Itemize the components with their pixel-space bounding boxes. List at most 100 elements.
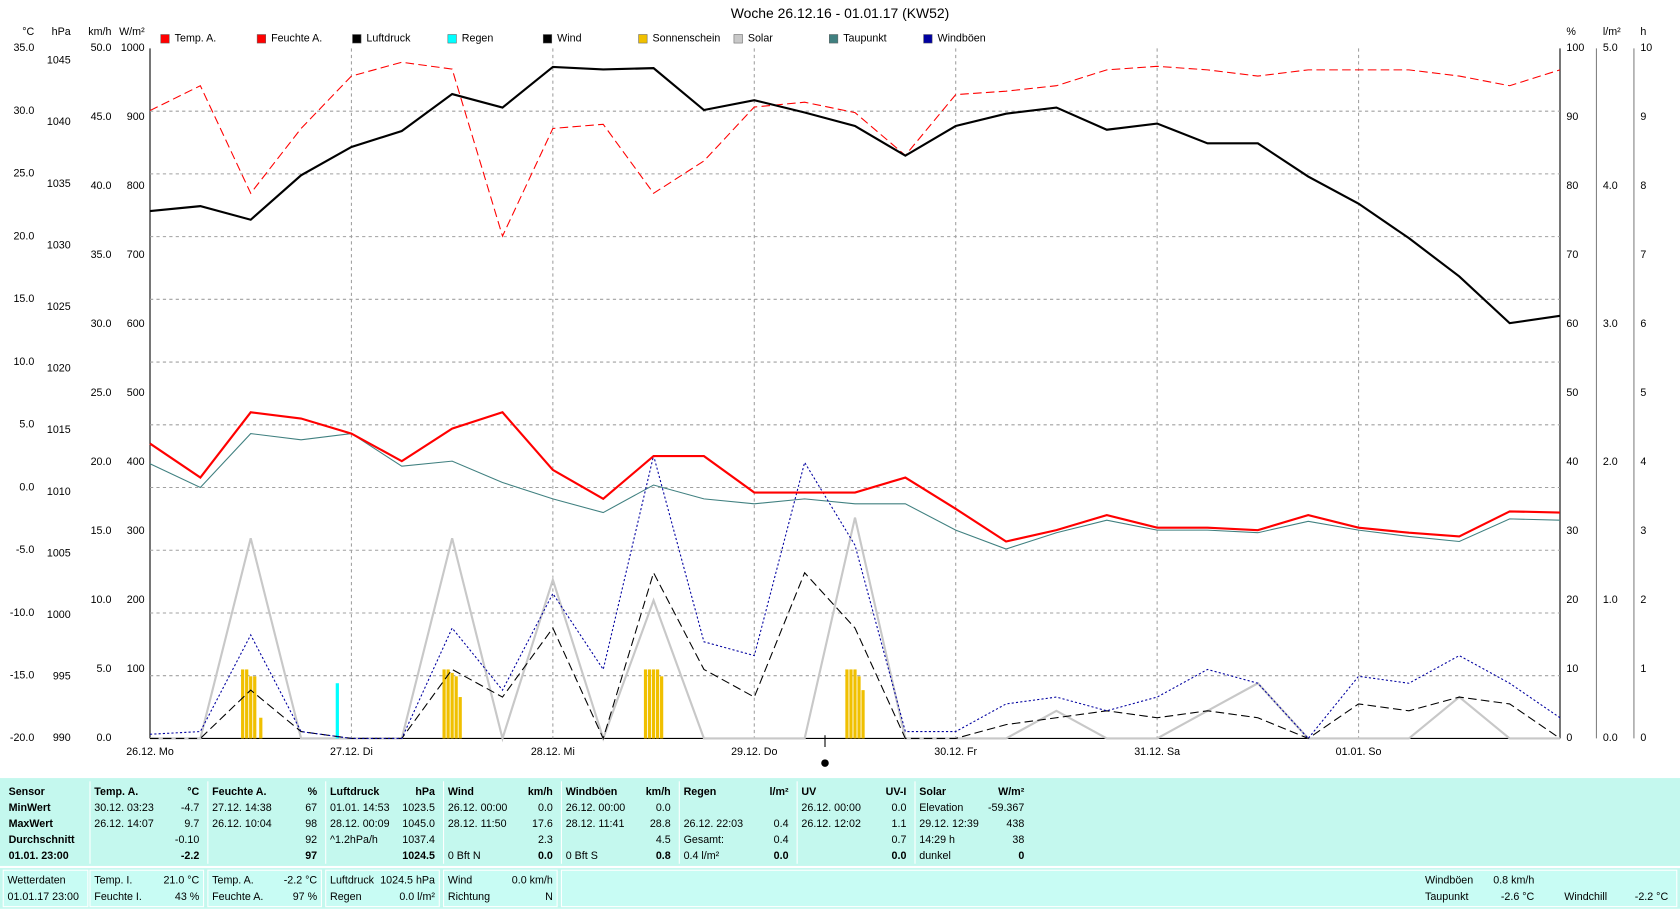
cell-label: 26.12. 00:00 bbox=[448, 802, 508, 814]
footer-label: Luftdruck bbox=[330, 875, 375, 887]
footer-value: -2.2 °C bbox=[284, 875, 318, 887]
legend-swatch bbox=[352, 34, 362, 44]
y-tick-label: 200 bbox=[127, 594, 145, 606]
y-tick-label: 20.0 bbox=[91, 456, 112, 468]
y-tick-label: 2.0 bbox=[1603, 456, 1618, 468]
cell-value: -0.10 bbox=[175, 834, 199, 846]
y-tick-label: -5.0 bbox=[16, 544, 34, 556]
y-tick-label: 1020 bbox=[47, 363, 71, 375]
y-tick-label: 80 bbox=[1566, 180, 1578, 192]
y-tick-label: 40 bbox=[1566, 456, 1578, 468]
y-tick-label: 10.0 bbox=[13, 356, 34, 368]
bar bbox=[442, 669, 446, 739]
cell-value: 1037.4 bbox=[402, 834, 435, 846]
column-title: Temp. A. bbox=[94, 786, 138, 798]
y-tick-label: 0.0 bbox=[19, 481, 34, 493]
y-tick-label: 15.0 bbox=[91, 525, 112, 537]
cell-label: Gesamt: bbox=[684, 834, 724, 846]
footer-value: 97 % bbox=[293, 891, 318, 903]
y-tick-label: 4.0 bbox=[1603, 180, 1618, 192]
cell-value: 1023.5 bbox=[402, 802, 435, 814]
y-tick-label: 25.0 bbox=[13, 168, 34, 180]
bar bbox=[259, 717, 263, 739]
cell-value: 17.6 bbox=[532, 818, 553, 830]
cell-label: 14:29 h bbox=[919, 834, 955, 846]
legend-swatch bbox=[638, 34, 648, 44]
column-title: Solar bbox=[919, 786, 946, 798]
y-tick-label: 1 bbox=[1640, 663, 1646, 675]
cell-value: 0.0 bbox=[538, 850, 553, 862]
y-tick-label: 9 bbox=[1640, 111, 1646, 123]
series-line bbox=[149, 65, 1561, 325]
cell-value: 1045.0 bbox=[402, 818, 435, 830]
y-tick-label: 1.0 bbox=[1603, 594, 1618, 606]
cell-label: Elevation bbox=[919, 802, 963, 814]
legend-swatch bbox=[733, 34, 743, 44]
y-tick-label: 4 bbox=[1640, 456, 1646, 468]
y-tick-label: 35.0 bbox=[91, 249, 112, 261]
y-tick-label: 800 bbox=[127, 180, 145, 192]
legend-swatch bbox=[542, 34, 553, 44]
legend-label: Solar bbox=[748, 33, 773, 45]
bar bbox=[241, 669, 245, 739]
axis-title: h bbox=[1640, 26, 1646, 38]
footer-station: Wetterdaten bbox=[8, 875, 66, 887]
bar bbox=[450, 672, 454, 739]
y-tick-label: 30.0 bbox=[13, 105, 34, 117]
cell-value: 438 bbox=[1006, 818, 1024, 830]
bar bbox=[643, 669, 648, 739]
y-tick-label: 30.0 bbox=[91, 318, 112, 330]
y-tick-label: 300 bbox=[127, 525, 145, 537]
row-label: Sensor bbox=[9, 786, 45, 798]
column-unit: hPa bbox=[415, 786, 436, 798]
cell-value: 0.0 bbox=[656, 802, 671, 814]
y-tick-label: 10 bbox=[1566, 663, 1578, 675]
x-tick-label: 27.12. Di bbox=[330, 746, 373, 758]
y-tick-label: 10.0 bbox=[91, 594, 112, 606]
y-tick-label: 35.0 bbox=[13, 42, 34, 54]
axis-title: W/m² bbox=[119, 26, 145, 38]
series-line bbox=[149, 411, 1561, 543]
axis-title: °C bbox=[22, 26, 34, 38]
cell-label: 0.4 l/m² bbox=[684, 850, 720, 862]
x-tick-label: 30.12. Fr bbox=[934, 746, 977, 758]
footer-station: 01.01.17 23:00 bbox=[8, 891, 79, 903]
cell-value: 9.7 bbox=[184, 818, 199, 830]
y-tick-label: 990 bbox=[53, 732, 71, 744]
chart-title: Woche 26.12.16 - 01.01.17 (KW52) bbox=[731, 5, 950, 21]
legend-label: Taupunkt bbox=[843, 33, 886, 45]
y-tick-label: 1015 bbox=[47, 424, 71, 436]
y-tick-label: 1000 bbox=[121, 42, 145, 54]
y-tick-label: 400 bbox=[127, 456, 145, 468]
y-tick-label: 1010 bbox=[47, 486, 71, 498]
bar bbox=[655, 669, 660, 739]
y-tick-label: 900 bbox=[127, 111, 145, 123]
cell-value: 0 bbox=[1018, 850, 1024, 862]
footer-cell bbox=[325, 869, 440, 908]
y-tick-label: 0.0 bbox=[97, 732, 112, 744]
column-title: Regen bbox=[684, 786, 717, 798]
cell-value: -4.7 bbox=[181, 802, 199, 814]
axis-title: % bbox=[1566, 26, 1576, 38]
row-label: MinWert bbox=[9, 802, 51, 814]
y-tick-label: 6 bbox=[1640, 318, 1646, 330]
column-unit: °C bbox=[187, 786, 199, 798]
cell-label: dunkel bbox=[919, 850, 951, 862]
cell-label: 28.12. 11:50 bbox=[448, 818, 507, 830]
cell-value: 67 bbox=[305, 802, 317, 814]
y-tick-label: 50 bbox=[1566, 387, 1578, 399]
bar bbox=[849, 669, 853, 739]
x-tick-label: 01.01. So bbox=[1336, 746, 1382, 758]
y-tick-label: -10.0 bbox=[10, 607, 34, 619]
footer-cell bbox=[207, 869, 322, 908]
column-title: Wind bbox=[448, 786, 474, 798]
footer-value: 1024.5 hPa bbox=[380, 875, 435, 887]
y-tick-label: 50.0 bbox=[91, 42, 112, 54]
y-tick-label: 20 bbox=[1566, 594, 1578, 606]
row-label: 01.01. 23:00 bbox=[9, 850, 69, 862]
legend-label: Feuchte A. bbox=[271, 33, 322, 45]
footer-value: 0.0 l/m² bbox=[399, 891, 435, 903]
footer-label: Wind bbox=[448, 875, 472, 887]
